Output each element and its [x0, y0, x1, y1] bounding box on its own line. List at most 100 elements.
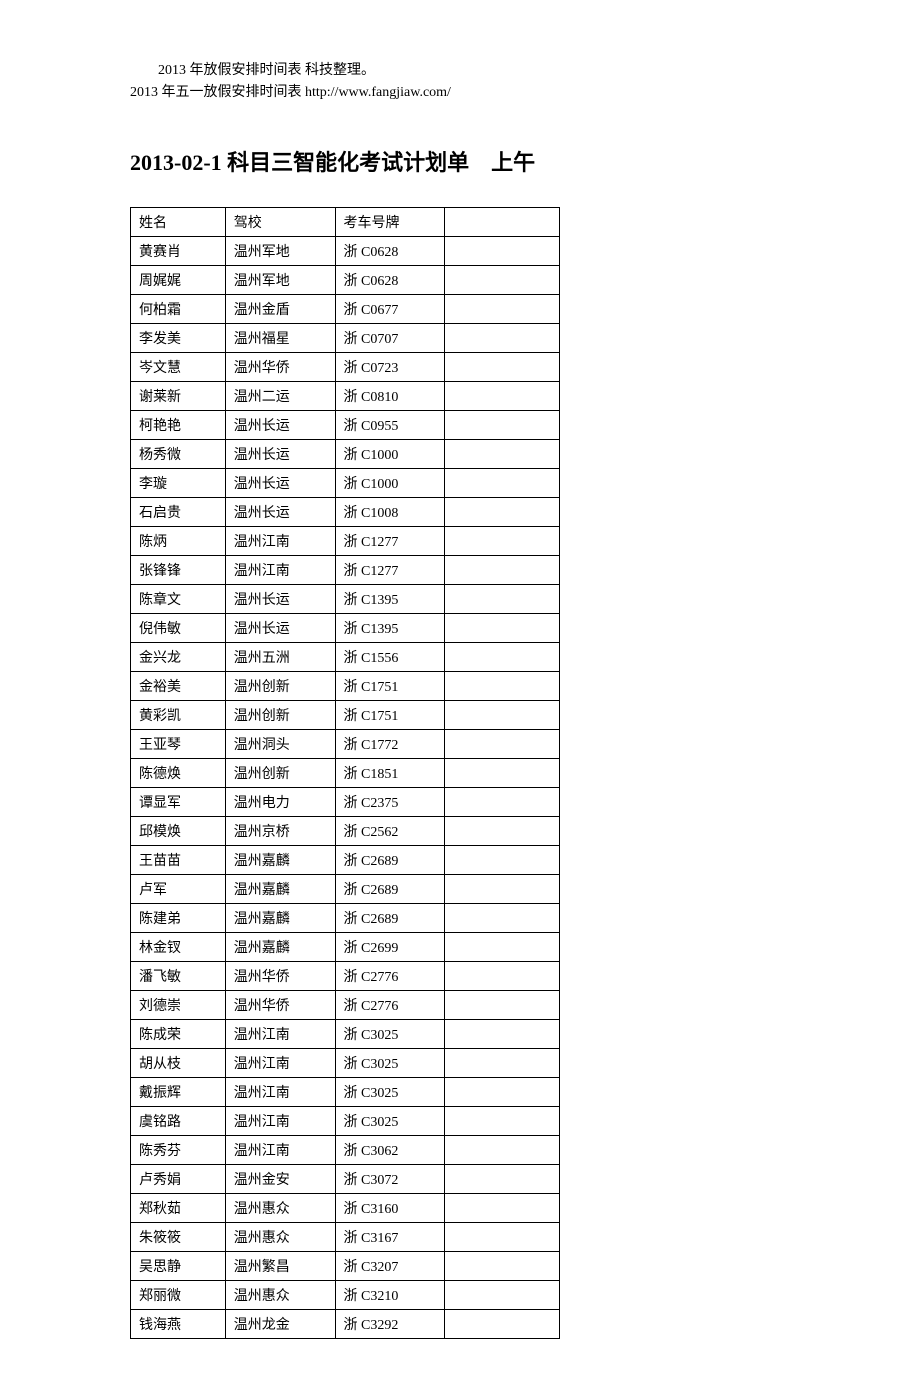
table-cell: 浙 C1277: [335, 526, 445, 555]
table-cell: 浙 C3207: [335, 1251, 445, 1280]
table-row: 陈建弟温州嘉麟浙 C2689: [131, 903, 560, 932]
table-cell: 温州江南: [225, 1106, 335, 1135]
table-cell: 浙 C1000: [335, 439, 445, 468]
table-cell: 浙 C1395: [335, 584, 445, 613]
table-cell: 温州电力: [225, 787, 335, 816]
table-cell: [445, 903, 560, 932]
table-cell: 刘德崇: [131, 990, 226, 1019]
table-header-cell: 驾校: [225, 207, 335, 236]
table-row: 卢秀娟温州金安浙 C3072: [131, 1164, 560, 1193]
table-cell: 陈德焕: [131, 758, 226, 787]
table-cell: 温州江南: [225, 1048, 335, 1077]
table-cell: [445, 526, 560, 555]
exam-schedule-table: 姓名驾校考车号牌黄赛肖温州军地浙 C0628周娓娓温州军地浙 C0628何柏霜温…: [130, 207, 560, 1339]
table-cell: 杨秀微: [131, 439, 226, 468]
table-row: 谭显军温州电力浙 C2375: [131, 787, 560, 816]
table-cell: 陈建弟: [131, 903, 226, 932]
table-cell: 李发美: [131, 323, 226, 352]
table-row: 岑文慧温州华侨浙 C0723: [131, 352, 560, 381]
table-cell: [445, 758, 560, 787]
table-cell: 浙 C0628: [335, 265, 445, 294]
table-cell: 浙 C3160: [335, 1193, 445, 1222]
table-row: 郑丽微温州惠众浙 C3210: [131, 1280, 560, 1309]
table-cell: 浙 C2776: [335, 990, 445, 1019]
table-row: 杨秀微温州长运浙 C1000: [131, 439, 560, 468]
table-cell: 温州惠众: [225, 1193, 335, 1222]
table-cell: 温州长运: [225, 613, 335, 642]
table-cell: 浙 C3025: [335, 1106, 445, 1135]
table-row: 李璇温州长运浙 C1000: [131, 468, 560, 497]
table-cell: 郑秋茹: [131, 1193, 226, 1222]
table-cell: [445, 1251, 560, 1280]
table-cell: 温州长运: [225, 410, 335, 439]
table-cell: 浙 C2689: [335, 874, 445, 903]
table-row: 朱筱筱温州惠众浙 C3167: [131, 1222, 560, 1251]
table-cell: [445, 381, 560, 410]
table-cell: 浙 C2689: [335, 903, 445, 932]
table-cell: [445, 439, 560, 468]
table-header-cell: 考车号牌: [335, 207, 445, 236]
table-cell: 温州江南: [225, 1135, 335, 1164]
table-cell: 陈秀芬: [131, 1135, 226, 1164]
table-cell: 温州金盾: [225, 294, 335, 323]
table-cell: 浙 C1008: [335, 497, 445, 526]
table-cell: 温州金安: [225, 1164, 335, 1193]
table-cell: 浙 C1556: [335, 642, 445, 671]
table-cell: 浙 C2776: [335, 961, 445, 990]
table-cell: 温州惠众: [225, 1280, 335, 1309]
table-cell: 何柏霜: [131, 294, 226, 323]
table-cell: 温州京桥: [225, 816, 335, 845]
table-cell: 浙 C3072: [335, 1164, 445, 1193]
table-cell: 温州军地: [225, 236, 335, 265]
table-cell: 倪伟敏: [131, 613, 226, 642]
table-cell: 温州江南: [225, 1077, 335, 1106]
table-cell: 浙 C0677: [335, 294, 445, 323]
table-row: 戴振辉温州江南浙 C3025: [131, 1077, 560, 1106]
table-row: 金兴龙温州五洲浙 C1556: [131, 642, 560, 671]
page-title: 2013-02-1 科目三智能化考试计划单 上午: [130, 145, 790, 177]
table-row: 柯艳艳温州长运浙 C0955: [131, 410, 560, 439]
table-row: 黄赛肖温州军地浙 C0628: [131, 236, 560, 265]
table-cell: [445, 294, 560, 323]
table-cell: 谢莱新: [131, 381, 226, 410]
table-cell: 胡从枝: [131, 1048, 226, 1077]
table-cell: [445, 352, 560, 381]
table-row: 胡从枝温州江南浙 C3025: [131, 1048, 560, 1077]
table-cell: 黄赛肖: [131, 236, 226, 265]
table-cell: 温州惠众: [225, 1222, 335, 1251]
table-cell: 浙 C2699: [335, 932, 445, 961]
table-cell: [445, 671, 560, 700]
table-cell: 林金钗: [131, 932, 226, 961]
table-row: 陈成荣温州江南浙 C3025: [131, 1019, 560, 1048]
table-row: 张锋锋温州江南浙 C1277: [131, 555, 560, 584]
table-cell: 温州长运: [225, 497, 335, 526]
table-cell: 郑丽微: [131, 1280, 226, 1309]
table-cell: 温州嘉麟: [225, 874, 335, 903]
table-cell: 浙 C3292: [335, 1309, 445, 1338]
table-cell: [445, 1222, 560, 1251]
table-row: 倪伟敏温州长运浙 C1395: [131, 613, 560, 642]
table-cell: [445, 787, 560, 816]
table-cell: 浙 C3025: [335, 1077, 445, 1106]
table-row: 金裕美温州创新浙 C1751: [131, 671, 560, 700]
table-row: 刘德崇温州华侨浙 C2776: [131, 990, 560, 1019]
table-cell: 陈成荣: [131, 1019, 226, 1048]
table-cell: [445, 1309, 560, 1338]
table-cell: 温州嘉麟: [225, 845, 335, 874]
table-cell: [445, 236, 560, 265]
table-cell: [445, 1280, 560, 1309]
table-row: 潘飞敏温州华侨浙 C2776: [131, 961, 560, 990]
table-cell: 浙 C1751: [335, 671, 445, 700]
table-header-cell: [445, 207, 560, 236]
table-cell: 浙 C0707: [335, 323, 445, 352]
table-row: 陈章文温州长运浙 C1395: [131, 584, 560, 613]
table-cell: 温州创新: [225, 671, 335, 700]
table-cell: [445, 613, 560, 642]
table-cell: 浙 C3210: [335, 1280, 445, 1309]
table-cell: 温州创新: [225, 700, 335, 729]
table-cell: [445, 961, 560, 990]
table-row: 李发美温州福星浙 C0707: [131, 323, 560, 352]
table-cell: [445, 1164, 560, 1193]
table-cell: 浙 C2562: [335, 816, 445, 845]
table-cell: 浙 C1851: [335, 758, 445, 787]
